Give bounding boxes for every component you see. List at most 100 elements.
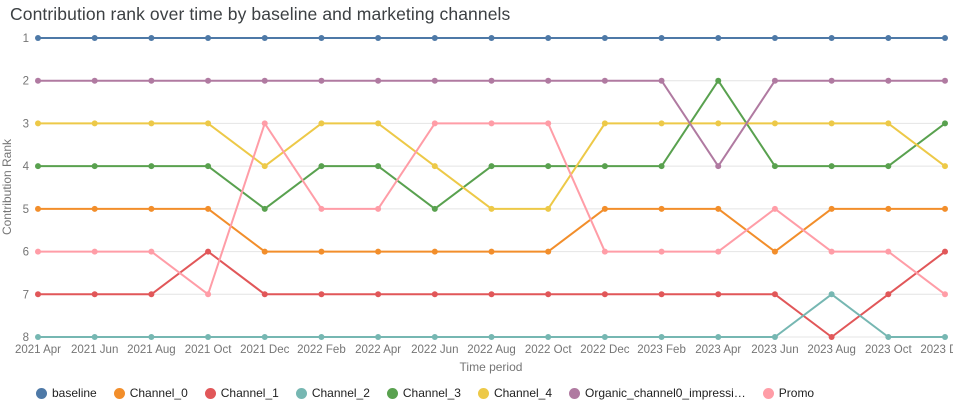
- series-point-Channel_2-12[interactable]: [715, 334, 722, 340]
- series-point-Channel_3-14[interactable]: [828, 163, 835, 170]
- series-point-Promo-9[interactable]: [545, 120, 552, 127]
- series-point-Channel_1-7[interactable]: [431, 291, 438, 298]
- series-point-Channel_4-3[interactable]: [205, 120, 212, 127]
- series-point-Channel_1-2[interactable]: [148, 291, 155, 298]
- series-point-Channel_1-13[interactable]: [771, 291, 778, 298]
- series-point-Organic_channel0_impressi…-13[interactable]: [771, 77, 778, 84]
- series-point-baseline-11[interactable]: [658, 35, 665, 41]
- series-point-Organic_channel0_impressi…-5[interactable]: [318, 77, 325, 84]
- series-line-Channel_3[interactable]: [37, 79, 946, 210]
- series-point-Promo-8[interactable]: [488, 120, 495, 127]
- series-point-Channel_1-16[interactable]: [942, 248, 948, 255]
- series-point-Channel_1-12[interactable]: [715, 291, 722, 298]
- legend-item-baseline[interactable]: baseline: [36, 386, 97, 400]
- series-point-baseline-7[interactable]: [431, 35, 438, 41]
- series-point-Channel_4-4[interactable]: [261, 163, 268, 170]
- series-point-Channel_2-2[interactable]: [148, 334, 155, 340]
- series-point-Channel_1-3[interactable]: [205, 248, 212, 255]
- series-point-baseline-13[interactable]: [771, 35, 778, 41]
- series-point-Channel_2-7[interactable]: [431, 334, 438, 340]
- series-point-baseline-15[interactable]: [885, 35, 892, 41]
- series-point-Organic_channel0_impressi…-2[interactable]: [148, 77, 155, 84]
- series-point-Channel_0-2[interactable]: [148, 205, 155, 212]
- series-point-Channel_0-13[interactable]: [771, 248, 778, 255]
- series-point-baseline-12[interactable]: [715, 35, 722, 41]
- series-point-Channel_4-5[interactable]: [318, 120, 325, 127]
- series-point-Channel_3-5[interactable]: [318, 163, 325, 170]
- series-point-Promo-5[interactable]: [318, 205, 325, 212]
- series-point-Channel_0-4[interactable]: [261, 248, 268, 255]
- series-point-Channel_4-12[interactable]: [715, 120, 722, 127]
- series-point-Organic_channel0_impressi…-0[interactable]: [35, 77, 41, 84]
- series-point-Organic_channel0_impressi…-11[interactable]: [658, 77, 665, 84]
- series-point-Channel_0-10[interactable]: [601, 205, 608, 212]
- series-point-Channel_2-4[interactable]: [261, 334, 268, 340]
- series-point-Channel_4-2[interactable]: [148, 120, 155, 127]
- series-line-Channel_0[interactable]: [37, 207, 946, 253]
- series-point-Channel_1-8[interactable]: [488, 291, 495, 298]
- series-point-Channel_2-15[interactable]: [885, 334, 892, 340]
- series-point-Channel_1-6[interactable]: [375, 291, 382, 298]
- series-point-baseline-14[interactable]: [828, 35, 835, 41]
- legend-item-Promo[interactable]: Promo: [762, 386, 814, 400]
- series-point-Promo-16[interactable]: [942, 291, 948, 298]
- series-point-baseline-3[interactable]: [205, 35, 212, 41]
- series-point-Promo-7[interactable]: [431, 120, 438, 127]
- series-point-Organic_channel0_impressi…-16[interactable]: [942, 77, 948, 84]
- series-point-Organic_channel0_impressi…-7[interactable]: [431, 77, 438, 84]
- series-point-Channel_4-13[interactable]: [771, 120, 778, 127]
- series-point-Channel_0-11[interactable]: [658, 205, 665, 212]
- series-point-Channel_3-6[interactable]: [375, 163, 382, 170]
- series-point-Channel_4-11[interactable]: [658, 120, 665, 127]
- series-point-Organic_channel0_impressi…-4[interactable]: [261, 77, 268, 84]
- series-point-Channel_1-1[interactable]: [91, 291, 98, 298]
- series-point-Channel_0-8[interactable]: [488, 248, 495, 255]
- series-point-Channel_2-14[interactable]: [828, 291, 835, 298]
- series-point-Channel_1-15[interactable]: [885, 291, 892, 298]
- legend-item-Channel_0[interactable]: Channel_0: [113, 386, 188, 400]
- series-point-Channel_2-11[interactable]: [658, 334, 665, 340]
- series-point-Channel_1-10[interactable]: [601, 291, 608, 298]
- series-point-baseline-6[interactable]: [375, 35, 382, 41]
- series-point-baseline-4[interactable]: [261, 35, 268, 41]
- series-point-Promo-4[interactable]: [261, 120, 268, 127]
- series-point-Promo-0[interactable]: [35, 248, 41, 255]
- series-point-Organic_channel0_impressi…-8[interactable]: [488, 77, 495, 84]
- series-point-baseline-9[interactable]: [545, 35, 552, 41]
- series-point-Promo-12[interactable]: [715, 248, 722, 255]
- legend-item-Channel_2[interactable]: Channel_2: [295, 386, 370, 400]
- series-point-Channel_4-6[interactable]: [375, 120, 382, 127]
- series-point-Channel_1-5[interactable]: [318, 291, 325, 298]
- series-point-Organic_channel0_impressi…-14[interactable]: [828, 77, 835, 84]
- series-point-Channel_3-12[interactable]: [715, 77, 722, 84]
- series-point-Channel_4-15[interactable]: [885, 120, 892, 127]
- series-point-Channel_4-7[interactable]: [431, 163, 438, 170]
- series-point-Channel_0-3[interactable]: [205, 205, 212, 212]
- series-point-Promo-11[interactable]: [658, 248, 665, 255]
- series-point-Channel_2-5[interactable]: [318, 334, 325, 340]
- series-point-Channel_1-4[interactable]: [261, 291, 268, 298]
- series-point-Promo-13[interactable]: [771, 205, 778, 212]
- series-point-Channel_3-11[interactable]: [658, 163, 665, 170]
- series-point-Promo-2[interactable]: [148, 248, 155, 255]
- series-point-Channel_3-3[interactable]: [205, 163, 212, 170]
- series-point-Channel_2-9[interactable]: [545, 334, 552, 340]
- series-point-Organic_channel0_impressi…-3[interactable]: [205, 77, 212, 84]
- legend-item-Channel_4[interactable]: Channel_4: [477, 386, 552, 400]
- series-point-Channel_1-0[interactable]: [35, 291, 41, 298]
- series-point-Organic_channel0_impressi…-9[interactable]: [545, 77, 552, 84]
- series-point-Channel_3-0[interactable]: [35, 163, 41, 170]
- series-point-baseline-10[interactable]: [601, 35, 608, 41]
- series-point-Promo-1[interactable]: [91, 248, 98, 255]
- series-point-Channel_2-16[interactable]: [942, 334, 948, 340]
- series-point-Channel_1-11[interactable]: [658, 291, 665, 298]
- series-point-Channel_2-10[interactable]: [601, 334, 608, 340]
- series-point-baseline-8[interactable]: [488, 35, 495, 41]
- series-point-Channel_4-8[interactable]: [488, 205, 495, 212]
- series-point-Channel_4-14[interactable]: [828, 120, 835, 127]
- series-point-Organic_channel0_impressi…-1[interactable]: [91, 77, 98, 84]
- series-point-baseline-5[interactable]: [318, 35, 325, 41]
- series-point-baseline-1[interactable]: [91, 35, 98, 41]
- series-point-Channel_0-14[interactable]: [828, 205, 835, 212]
- series-point-Channel_3-2[interactable]: [148, 163, 155, 170]
